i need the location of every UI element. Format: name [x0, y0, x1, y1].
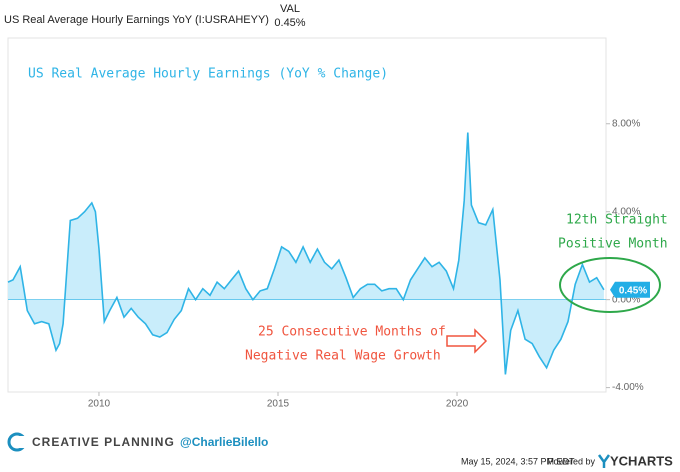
annotation: Positive Month	[558, 237, 668, 252]
value-label: 0.45%	[619, 285, 647, 296]
powered-by: Powered by	[547, 456, 595, 466]
annotation: Negative Real Wage Growth	[245, 349, 441, 364]
value-badge	[610, 281, 650, 298]
ycharts-logo: YCHARTS	[610, 453, 673, 468]
plot: 2010 2015 2020 -4.00% 0.00% 4.00% 8.00% 0.45%	[7, 118, 650, 410]
series-label: US Real Average Hourly Earnings YoY (I:U…	[4, 14, 269, 26]
y-tick-label: -4.00%	[612, 382, 644, 393]
y-tick-label: 0.00%	[612, 294, 640, 305]
handle: @CharlieBilello	[180, 435, 268, 449]
annotation: 25 Consecutive Months of	[258, 325, 446, 340]
y-tick-label: 4.00%	[612, 206, 640, 217]
timestamp: May 15, 2024, 3:57 PM EDT	[461, 456, 575, 466]
brand-icon	[7, 432, 27, 452]
chart-title: US Real Average Hourly Earnings (YoY % C…	[28, 67, 388, 82]
x-tick-label: 2020	[446, 399, 469, 410]
x-tick-label: 2015	[267, 399, 290, 410]
y-tick-label: 8.00%	[612, 118, 640, 129]
brand: CREATIVE PLANNING	[32, 435, 175, 449]
arrow	[446, 328, 488, 354]
header-value: 0.45%	[274, 17, 305, 29]
annotation: 12th Straight	[566, 213, 668, 228]
highlight-ellipse	[559, 257, 661, 313]
icon-cut	[17, 436, 27, 448]
line	[7, 132, 605, 375]
x-tick-label: 2010	[88, 399, 111, 410]
ycharts-mark	[597, 454, 611, 468]
column-header: VAL	[280, 3, 300, 15]
plot-frame	[7, 37, 607, 393]
